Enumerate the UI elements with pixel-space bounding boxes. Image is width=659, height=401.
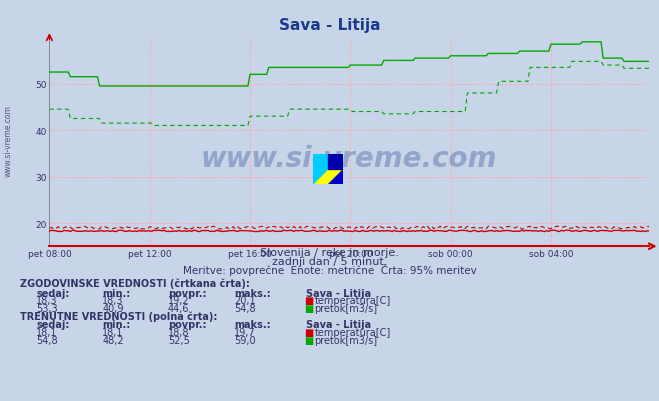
Text: Meritve: povprečne  Enote: metrične  Črta: 95% meritev: Meritve: povprečne Enote: metrične Črta:… — [183, 263, 476, 275]
Text: maks.:: maks.: — [234, 320, 271, 330]
Polygon shape — [313, 154, 343, 184]
Text: 48,2: 48,2 — [102, 335, 124, 345]
Text: Sava - Litija: Sava - Litija — [306, 288, 372, 298]
Text: ■: ■ — [304, 296, 313, 306]
Text: pretok[m3/s]: pretok[m3/s] — [314, 303, 378, 313]
Text: min.:: min.: — [102, 320, 130, 330]
Text: Sava - Litija: Sava - Litija — [279, 18, 380, 33]
Text: 18,3: 18,3 — [36, 296, 58, 306]
Text: pretok[m3/s]: pretok[m3/s] — [314, 335, 378, 345]
Text: ■: ■ — [304, 335, 313, 345]
Text: 19,2: 19,2 — [168, 296, 190, 306]
Text: sedaj:: sedaj: — [36, 288, 70, 298]
Text: 52,5: 52,5 — [168, 335, 190, 345]
Text: 19,7: 19,7 — [234, 327, 256, 337]
Text: min.:: min.: — [102, 288, 130, 298]
Text: 54,8: 54,8 — [234, 303, 256, 313]
Text: 54,8: 54,8 — [36, 335, 58, 345]
Text: Sava - Litija: Sava - Litija — [306, 320, 372, 330]
Text: povpr.:: povpr.: — [168, 320, 206, 330]
Text: 18,8: 18,8 — [168, 327, 190, 337]
Text: 44,6: 44,6 — [168, 303, 190, 313]
Text: TRENUTNE VREDNOSTI (polna črta):: TRENUTNE VREDNOSTI (polna črta): — [20, 310, 217, 321]
Text: www.si-vreme.com: www.si-vreme.com — [201, 145, 498, 173]
Text: temperatura[C]: temperatura[C] — [314, 327, 391, 337]
Text: 18,3: 18,3 — [102, 296, 124, 306]
Text: maks.:: maks.: — [234, 288, 271, 298]
Polygon shape — [328, 154, 343, 169]
Polygon shape — [328, 169, 343, 184]
Text: 18,1: 18,1 — [36, 327, 58, 337]
Polygon shape — [313, 154, 343, 184]
Text: 40,9: 40,9 — [102, 303, 124, 313]
Text: temperatura[C]: temperatura[C] — [314, 296, 391, 306]
Text: 53,3: 53,3 — [36, 303, 58, 313]
Text: 20,1: 20,1 — [234, 296, 256, 306]
Text: ■: ■ — [304, 327, 313, 337]
Text: ZGODOVINSKE VREDNOSTI (črtkana črta):: ZGODOVINSKE VREDNOSTI (črtkana črta): — [20, 278, 250, 289]
Text: Slovenija / reke in morje.: Slovenija / reke in morje. — [260, 248, 399, 258]
Text: 59,0: 59,0 — [234, 335, 256, 345]
Text: zadnji dan / 5 minut.: zadnji dan / 5 minut. — [272, 257, 387, 267]
Text: www.si-vreme.com: www.si-vreme.com — [4, 105, 13, 176]
Text: sedaj:: sedaj: — [36, 320, 70, 330]
Text: 18,1: 18,1 — [102, 327, 124, 337]
Text: povpr.:: povpr.: — [168, 288, 206, 298]
Text: ■: ■ — [304, 303, 313, 313]
